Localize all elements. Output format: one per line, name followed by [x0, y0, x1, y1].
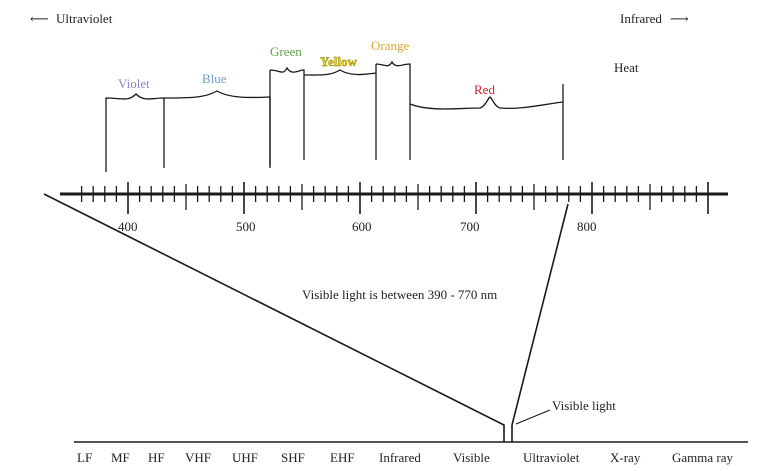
band-label-vhf: VHF: [185, 450, 211, 465]
yellow-label: Yellow: [320, 54, 357, 69]
band-label-x-ray: X-ray: [610, 450, 641, 465]
band-label-infrared: Infrared: [379, 450, 421, 465]
orange-label: Orange: [371, 38, 409, 53]
orange-bracket: [375, 60, 411, 160]
band-label-ultraviolet: Ultraviolet: [523, 450, 580, 465]
tick-label-400: 400: [118, 219, 138, 234]
ultraviolet-direction-label: Ultraviolet: [56, 11, 113, 26]
green-label: Green: [270, 44, 302, 59]
band-label-ehf: EHF: [330, 450, 355, 465]
blue-label: Blue: [202, 71, 227, 86]
color-brackets: [105, 60, 564, 172]
violet-label: Violet: [118, 76, 150, 91]
red-bracket: [409, 84, 564, 160]
heat-label: Heat: [614, 60, 639, 75]
visible-light-callout: Visible light: [552, 398, 616, 413]
band-label-shf: SHF: [281, 450, 305, 465]
band-label-uhf: UHF: [232, 450, 258, 465]
red-label: Red: [474, 82, 495, 97]
funnel-right-line: [511, 203, 569, 442]
infrared-direction-label: Infrared: [620, 11, 662, 26]
left-arrow-icon: ⟵: [30, 11, 49, 26]
callout-pointer: [515, 409, 551, 425]
blue-bracket: [163, 90, 271, 168]
yellow-bracket: [303, 64, 377, 160]
funnel-left-line: [43, 193, 505, 442]
green-bracket: [269, 66, 305, 166]
tick-label-800: 800: [577, 219, 597, 234]
wavelength-axis: [60, 182, 728, 214]
band-label-mf: MF: [111, 450, 130, 465]
visible-range-caption: Visible light is between 390 - 770 nm: [302, 287, 497, 302]
right-arrow-icon: ⟶: [670, 11, 689, 26]
tick-label-600: 600: [352, 219, 372, 234]
tick-label-700: 700: [460, 219, 480, 234]
violet-bracket: [105, 93, 165, 172]
band-label-hf: HF: [148, 450, 165, 465]
band-label-lf: LF: [77, 450, 92, 465]
band-label-visible: Visible: [453, 450, 490, 465]
band-label-gamma-ray: Gamma ray: [672, 450, 734, 465]
tick-label-500: 500: [236, 219, 256, 234]
